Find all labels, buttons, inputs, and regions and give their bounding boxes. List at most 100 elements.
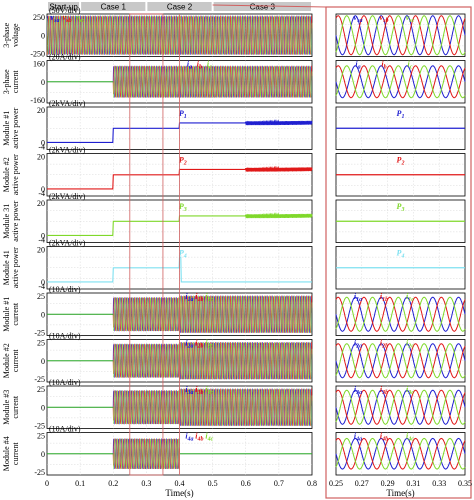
stage-bar — [147, 2, 212, 11]
x-tick-label: 0.4 — [175, 479, 185, 488]
zoom-series-label: i3b — [380, 385, 388, 396]
y-tick-label: 0 — [41, 31, 45, 40]
right-series-b — [335, 343, 466, 379]
y-tick-label: 160 — [33, 60, 45, 69]
zoom-series-label: i4a — [354, 432, 362, 443]
y-tick-label: -250 — [30, 50, 45, 59]
y-tick-label: 250 — [33, 13, 45, 22]
zoom-series-label: i3a — [354, 385, 362, 396]
y-tick-label: -25 — [34, 329, 45, 338]
x-tick-label: 0.31 — [406, 479, 420, 488]
right-series-b — [335, 65, 466, 99]
right-series-c — [335, 343, 466, 379]
zoom-series-label: P3 — [397, 202, 405, 213]
y-tick-label: 0 — [41, 138, 45, 147]
y-axis-label: active power — [11, 107, 20, 148]
series-label: i2c — [205, 339, 213, 350]
scale-label: (10A/div) — [49, 332, 81, 341]
right-series-a — [335, 15, 466, 56]
zoom-series-label: i2b — [380, 339, 388, 350]
series-label: i1c — [205, 292, 213, 303]
x-tick-label: 0.5 — [208, 479, 218, 488]
y-axis-label: current — [11, 442, 20, 465]
y-tick-label: 0 — [41, 185, 45, 194]
right-series-a — [335, 343, 466, 379]
series-label: i4c — [205, 432, 213, 443]
zoom-series-label: i2c — [406, 339, 414, 350]
y-tick-label: -4 — [38, 143, 45, 152]
y-tick-label: 20 — [37, 199, 45, 208]
y-axis-label: current — [11, 302, 20, 325]
y-axis-label: Module #4 — [2, 436, 11, 471]
series-label: P1 — [179, 109, 187, 120]
y-axis-label: current — [11, 70, 20, 93]
y-tick-label: -160 — [30, 96, 45, 105]
x-tick-label: 0.6 — [241, 479, 251, 488]
x-tick-label: 0.3 — [141, 479, 151, 488]
series-label: i3a — [185, 385, 193, 396]
stage-bar — [81, 2, 146, 11]
zoom-series-label: i3c — [406, 385, 414, 396]
y-tick-label: 25 — [37, 339, 45, 348]
zoom-connector — [212, 4, 327, 8]
series-label: P3 — [179, 202, 187, 213]
zoom-series-label: i4c — [406, 432, 414, 443]
y-tick-label: 0 — [41, 450, 45, 459]
series-label: i3c — [205, 385, 213, 396]
scale-label: (10A/div) — [49, 378, 81, 387]
zoom-series-label: vsc — [406, 13, 415, 24]
right-series-a — [335, 437, 466, 470]
zoom-series-label: vsb — [380, 13, 389, 24]
y-tick-label: 25 — [37, 292, 45, 301]
x-tick-label: 0 — [45, 479, 49, 488]
series-label: vsc — [76, 13, 85, 24]
x-tick-label: 0.2 — [108, 479, 118, 488]
scale-label: (2kVA/div) — [49, 99, 86, 108]
x-tick-label: 0.1 — [75, 479, 85, 488]
zoom-window — [129, 13, 164, 476]
scale-label: (10A/div) — [49, 425, 81, 434]
y-tick-label: 0 — [41, 278, 45, 287]
y-tick-label: -4 — [38, 236, 45, 245]
y-tick-label: -25 — [34, 422, 45, 431]
series-label: vsb — [63, 13, 72, 24]
scale-label: (20A/div) — [49, 53, 81, 62]
y-axis-label: Module 31 — [2, 204, 11, 239]
zoom-series-label: P1 — [397, 109, 405, 120]
series-label: P2 — [179, 156, 187, 167]
y-tick-label: -4 — [38, 282, 45, 291]
y-axis-label: active power — [11, 247, 20, 288]
right-series-b — [335, 389, 466, 425]
x-tick-label: 0.7 — [274, 479, 284, 488]
y-tick-label: 0 — [41, 357, 45, 366]
right-series-c — [335, 65, 466, 99]
right-series-c — [335, 296, 466, 332]
y-axis-label: Module #2 — [2, 157, 11, 192]
series-label: i1a — [185, 292, 193, 303]
y-axis-label: voltage — [11, 23, 20, 47]
stage-label: Case 2 — [167, 3, 193, 12]
stage-label: Case 1 — [101, 3, 127, 12]
x-tick-label: 0.27 — [355, 479, 369, 488]
x-tick-label: 0.25 — [329, 479, 343, 488]
y-tick-label: -4 — [38, 189, 45, 198]
x-tick-label: 0.29 — [381, 479, 395, 488]
y-tick-label: 25 — [37, 432, 45, 441]
y-axis-label: Module 41 — [2, 250, 11, 285]
series-label: ia — [187, 60, 192, 71]
y-axis-label: current — [11, 349, 20, 372]
scale-label: (2kVA/div) — [49, 239, 86, 248]
y-tick-label: 0 — [41, 310, 45, 319]
series-label: ib — [197, 60, 202, 71]
y-axis-label: 3-phase — [2, 69, 11, 94]
y-tick-label: 25 — [37, 385, 45, 394]
zoom-series-label: ic — [408, 60, 413, 71]
y-tick-label: -25 — [34, 468, 45, 477]
x-tick-label: 0.33 — [432, 479, 446, 488]
series-label: i2a — [185, 339, 193, 350]
scale-label: (50V/div) — [49, 6, 81, 15]
y-axis-label: Module #1 — [2, 297, 11, 332]
series-label: P4 — [179, 249, 187, 260]
y-axis-label: Module #2 — [2, 343, 11, 378]
